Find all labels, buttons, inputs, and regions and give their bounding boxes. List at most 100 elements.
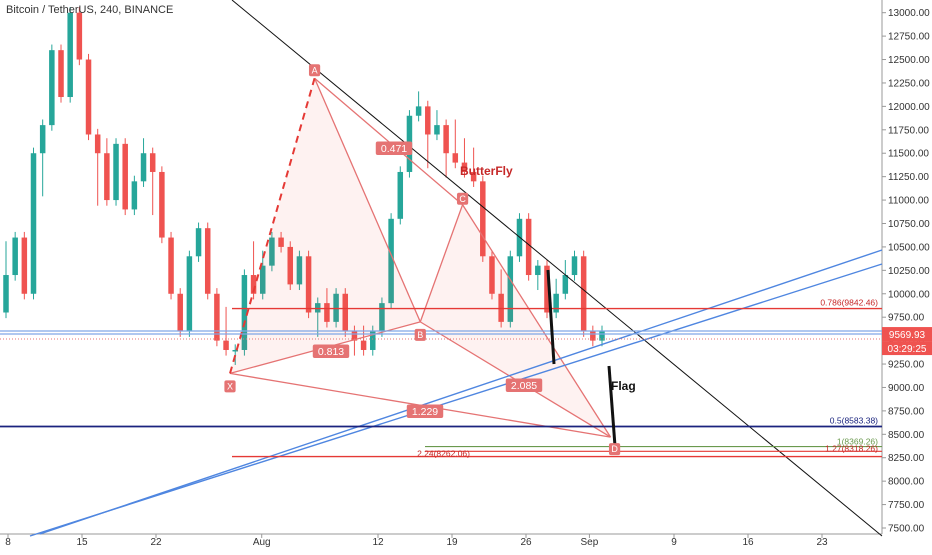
chart-title: Bitcoin / TetherUS, 240, BINANCE — [6, 4, 174, 16]
candle-body — [223, 340, 229, 350]
pattern-point-d-bg — [608, 443, 621, 456]
candle-body — [259, 265, 266, 294]
candle-body — [305, 256, 312, 313]
ratio-label-bg — [312, 344, 350, 358]
candle-body — [131, 181, 138, 210]
candle-body — [94, 134, 101, 154]
candle-body — [525, 218, 532, 276]
candle-body — [535, 265, 541, 276]
price-tick-label: 10750.00 — [888, 219, 930, 230]
price-tick-label: 12750.00 — [888, 32, 930, 43]
pattern-point-x-bg — [224, 380, 236, 393]
pattern-line-cd — [462, 204, 612, 438]
pattern-point-a-bg — [308, 64, 321, 77]
candle-body — [489, 256, 495, 294]
candle-body — [553, 293, 559, 313]
time-tick-label: 15 — [76, 537, 88, 548]
ratio-label-bg — [505, 378, 543, 392]
candle-body — [590, 331, 596, 341]
pattern-name-label: ButterFly — [460, 164, 513, 178]
pattern-point-c-bg — [456, 192, 469, 205]
price-tick-label: 11250.00 — [888, 172, 929, 183]
time-tick-label: 8 — [5, 537, 11, 548]
channel-line-lower — [29, 263, 883, 537]
time-tick-label: Sep — [581, 537, 599, 548]
time-tick-label: 23 — [816, 537, 828, 548]
pattern-point-a: A — [308, 64, 321, 77]
pattern-point-d-text: D — [611, 444, 618, 454]
price-tick-label: 8500.00 — [888, 430, 925, 441]
candle-body — [49, 50, 55, 126]
pattern-point-b: B — [414, 328, 426, 341]
ratio-label-text: 1.229 — [412, 406, 438, 418]
candle-body — [342, 293, 349, 332]
candle-body — [177, 293, 183, 332]
price-tick-label: 7500.00 — [888, 524, 925, 535]
price-tick-label: 12500.00 — [888, 55, 930, 66]
candle-body — [388, 218, 394, 304]
candle-body — [241, 275, 248, 350]
price-tick-label: 10500.00 — [888, 242, 930, 253]
candle-body — [149, 153, 156, 172]
ratio-label-text: 2.085 — [511, 380, 537, 392]
pattern-line-bc — [419, 204, 464, 323]
time-tick-label: 22 — [150, 537, 162, 548]
flag-label: Flag — [611, 379, 636, 393]
pattern-line-xa — [229, 77, 316, 374]
fib-level-label: 1.27(8318.26) — [825, 443, 878, 453]
candle-body — [480, 181, 486, 257]
candle-body — [296, 256, 303, 285]
pattern-point-x: X — [224, 380, 236, 393]
candle-body — [85, 59, 92, 135]
fib-level-label: 2.24(8262.06) — [417, 449, 470, 459]
candle-body — [415, 106, 422, 116]
candle-body — [397, 171, 404, 219]
pattern-point-c-text: C — [459, 194, 466, 204]
candle-body — [168, 237, 174, 294]
candle-body — [360, 340, 367, 350]
candle-body — [287, 246, 293, 285]
candle-body — [30, 153, 37, 294]
flag-pole-line — [546, 269, 556, 365]
price-tick-label: 8000.00 — [888, 477, 925, 488]
price-tick-label: 12000.00 — [888, 102, 930, 113]
time-tick-label: 12 — [372, 537, 384, 548]
candle-body — [351, 331, 358, 341]
candle-body — [562, 275, 569, 294]
labels-layer: 0.786(9842.46) 0.5(8583.38) 1(8369.26)1.27… — [224, 64, 932, 459]
time-tick-label: 19 — [446, 537, 458, 548]
candle-body — [67, 12, 73, 98]
ratio-label-bg — [375, 141, 413, 155]
price-tick-label: 10250.00 — [888, 266, 930, 277]
candle-body — [186, 256, 193, 332]
ratio-label: 2.085 — [505, 378, 543, 392]
flag-target-line — [607, 365, 617, 447]
candle-body — [461, 162, 468, 172]
candle-body — [278, 237, 284, 247]
candle-body — [204, 228, 211, 294]
fib-level-label: 0.786(9842.46) — [820, 298, 878, 308]
candle-body — [122, 143, 128, 210]
pattern-point-b-bg — [414, 328, 426, 341]
pattern-point-b-text: B — [417, 330, 423, 340]
ratio-label: 0.813 — [312, 344, 350, 358]
candle-body — [324, 303, 330, 322]
candle-body — [434, 125, 440, 135]
ratio-label: 0.471 — [375, 141, 413, 155]
candle-body — [315, 303, 321, 313]
time-tick-label: Aug — [253, 537, 271, 548]
candle-body — [159, 171, 165, 238]
candle-body — [544, 265, 550, 313]
pattern-point-d: D — [608, 443, 621, 456]
price-tick-label: 10000.00 — [888, 289, 930, 300]
candle-body — [580, 256, 587, 332]
time-tick-label: 9 — [671, 537, 677, 548]
ratio-label-text: 0.471 — [381, 143, 407, 155]
candle-body — [250, 275, 257, 294]
candle-body — [232, 349, 238, 352]
time-tick-label: 26 — [520, 537, 532, 548]
candle-body — [113, 143, 119, 201]
candle-body — [443, 125, 449, 154]
